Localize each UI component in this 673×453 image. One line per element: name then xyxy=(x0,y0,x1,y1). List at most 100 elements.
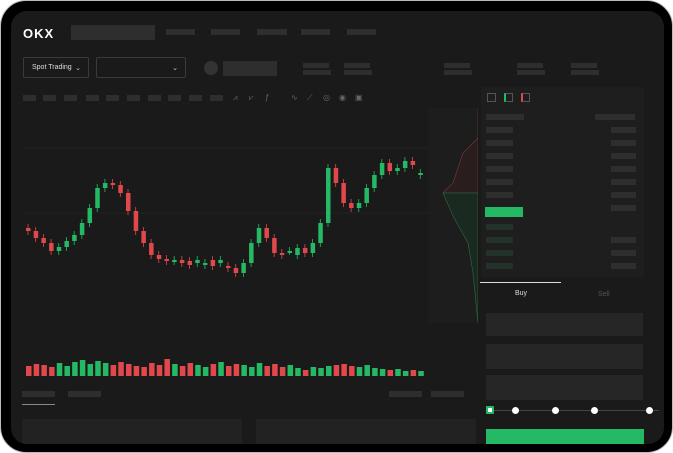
candle xyxy=(326,168,331,223)
candle xyxy=(372,175,377,188)
candle xyxy=(118,185,123,193)
interval-button[interactable] xyxy=(23,95,36,101)
candle xyxy=(233,268,239,273)
candle xyxy=(133,211,139,231)
book-bids-icon[interactable] xyxy=(504,93,513,102)
candle xyxy=(156,255,162,259)
stat-label xyxy=(303,63,329,68)
candle xyxy=(202,263,208,265)
candle xyxy=(226,266,231,268)
total-input[interactable] xyxy=(486,375,643,400)
ask-size xyxy=(611,192,636,198)
volume-bar xyxy=(379,369,386,376)
last-price xyxy=(485,207,523,217)
ask-price xyxy=(486,179,513,185)
bottom-tab[interactable] xyxy=(68,391,101,397)
volume-bar xyxy=(202,367,209,376)
circle-icon[interactable]: ◎ xyxy=(323,93,330,102)
nav-item[interactable] xyxy=(347,29,376,35)
indicator-icon[interactable]: ⩘ xyxy=(233,93,238,102)
volume-bar xyxy=(118,362,124,376)
search-bar[interactable] xyxy=(71,25,155,40)
interval-button[interactable] xyxy=(64,95,77,101)
chart-area[interactable] xyxy=(23,108,478,388)
interval-button[interactable] xyxy=(168,95,181,101)
bottom-tab-active[interactable] xyxy=(22,391,55,397)
candle xyxy=(379,163,385,175)
bid-price xyxy=(486,224,513,230)
candlestick-chart[interactable] xyxy=(23,108,478,388)
candle xyxy=(302,248,308,253)
candle xyxy=(318,223,323,243)
volume-bar xyxy=(356,367,363,376)
candle xyxy=(418,173,423,175)
volume-bar xyxy=(72,362,78,376)
tab-sell[interactable]: Sell xyxy=(598,291,610,298)
interval-button[interactable] xyxy=(189,95,202,101)
draw-icon[interactable]: ⟋ xyxy=(307,93,313,102)
volume-bar xyxy=(387,370,394,376)
nav-item[interactable] xyxy=(301,29,330,35)
amount-input[interactable] xyxy=(486,344,643,369)
ask-size xyxy=(611,127,636,133)
ask-price xyxy=(486,192,513,198)
bottom-action[interactable] xyxy=(431,391,464,397)
nav-item[interactable] xyxy=(257,29,287,35)
indicator-icon[interactable]: ⩗ xyxy=(249,93,254,102)
tab-buy[interactable]: Buy xyxy=(515,290,528,297)
ask-size xyxy=(611,179,636,185)
candle xyxy=(310,243,316,253)
settings-icon[interactable]: ▣ xyxy=(355,93,363,102)
volume-bar xyxy=(279,367,286,376)
volume-bar xyxy=(179,366,186,376)
candle xyxy=(72,235,77,241)
fx-icon[interactable]: ƒ xyxy=(265,93,270,102)
orders-panel xyxy=(22,419,242,444)
book-asks-icon[interactable] xyxy=(521,93,530,102)
price-input[interactable] xyxy=(486,313,643,336)
slider-step[interactable] xyxy=(552,407,559,414)
interval-button[interactable] xyxy=(127,95,140,101)
candle xyxy=(195,260,200,263)
bottom-action[interactable] xyxy=(389,391,422,397)
magnet-icon[interactable]: ◉ xyxy=(339,93,346,102)
candle xyxy=(87,208,93,223)
volume-bar xyxy=(410,370,417,376)
interval-button[interactable] xyxy=(148,95,161,101)
slider-step[interactable] xyxy=(512,407,519,414)
volume-bar xyxy=(149,363,155,376)
slider-step[interactable] xyxy=(646,407,653,414)
book-both-icon[interactable] xyxy=(487,93,496,102)
volume-bar xyxy=(187,363,194,376)
ask-price xyxy=(486,153,513,159)
interval-button[interactable] xyxy=(86,95,99,101)
buy-button[interactable] xyxy=(486,429,644,444)
slider-track[interactable] xyxy=(489,410,659,411)
market-select[interactable]: Spot Trading ⌄ xyxy=(23,57,89,78)
volume-bar xyxy=(333,365,340,376)
line-icon[interactable]: ∿ xyxy=(291,93,298,102)
candle xyxy=(295,248,300,255)
volume-bar xyxy=(295,368,301,376)
ask-size xyxy=(611,205,636,211)
chevron-down-icon: ⌄ xyxy=(75,64,81,72)
volume-bar xyxy=(318,368,324,376)
candle xyxy=(164,259,169,261)
nav-item[interactable] xyxy=(166,29,195,35)
stat-label xyxy=(344,63,370,68)
slider-step[interactable] xyxy=(591,407,598,414)
candle xyxy=(349,203,354,208)
candle xyxy=(49,243,54,251)
slider-handle[interactable] xyxy=(486,406,494,414)
candle xyxy=(41,238,46,243)
volume-bar xyxy=(364,365,370,376)
candle xyxy=(249,243,254,263)
interval-button[interactable] xyxy=(210,95,223,101)
pair-select[interactable]: ⌄ xyxy=(96,57,186,78)
stat-label xyxy=(517,63,543,68)
nav-item[interactable] xyxy=(211,29,240,35)
interval-button[interactable] xyxy=(43,95,56,101)
coin-icon xyxy=(204,61,218,75)
interval-button[interactable] xyxy=(106,95,119,101)
stat-value xyxy=(303,70,331,75)
